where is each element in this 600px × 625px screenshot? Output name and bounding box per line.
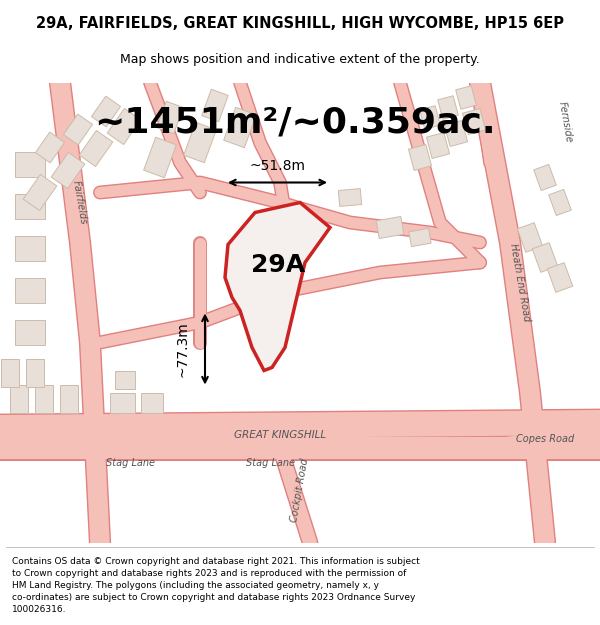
Polygon shape: [35, 384, 53, 412]
Text: 29A, FAIRFIELDS, GREAT KINGSHILL, HIGH WYCOMBE, HP15 6EP: 29A, FAIRFIELDS, GREAT KINGSHILL, HIGH W…: [36, 16, 564, 31]
Polygon shape: [532, 242, 558, 272]
Polygon shape: [445, 121, 467, 146]
Polygon shape: [534, 164, 556, 191]
Polygon shape: [463, 109, 485, 134]
Polygon shape: [51, 152, 85, 189]
Text: 29A: 29A: [251, 253, 305, 276]
Polygon shape: [409, 228, 431, 247]
Polygon shape: [549, 189, 571, 216]
Polygon shape: [517, 222, 543, 253]
Polygon shape: [224, 107, 256, 148]
Polygon shape: [15, 194, 45, 219]
Text: Stag Lane: Stag Lane: [245, 458, 295, 468]
Text: Heath End Road: Heath End Road: [508, 242, 532, 322]
Text: Fairfields: Fairfields: [71, 179, 89, 226]
Polygon shape: [64, 114, 92, 145]
Text: ~77.3m: ~77.3m: [176, 321, 190, 377]
Polygon shape: [110, 392, 134, 412]
Text: Fernside: Fernside: [556, 101, 574, 144]
Polygon shape: [437, 96, 458, 119]
Polygon shape: [455, 86, 476, 109]
Polygon shape: [15, 278, 45, 303]
Polygon shape: [143, 138, 176, 178]
Polygon shape: [26, 359, 44, 386]
Polygon shape: [35, 132, 65, 163]
Polygon shape: [409, 144, 431, 171]
Polygon shape: [547, 262, 573, 292]
Polygon shape: [115, 371, 135, 389]
Text: Stag Lane: Stag Lane: [106, 458, 155, 468]
Polygon shape: [91, 96, 121, 127]
Text: ~51.8m: ~51.8m: [250, 159, 305, 174]
Polygon shape: [79, 131, 113, 166]
Polygon shape: [1, 359, 19, 386]
Text: GREAT KINGSHILL: GREAT KINGSHILL: [234, 431, 326, 441]
Text: Copes Road: Copes Road: [516, 434, 574, 444]
Polygon shape: [225, 202, 330, 371]
Polygon shape: [202, 89, 228, 122]
Text: ~1451m²/~0.359ac.: ~1451m²/~0.359ac.: [94, 106, 496, 139]
Polygon shape: [23, 174, 57, 211]
Text: Contains OS data © Crown copyright and database right 2021. This information is : Contains OS data © Crown copyright and d…: [12, 558, 420, 614]
Polygon shape: [60, 384, 78, 412]
Polygon shape: [15, 236, 45, 261]
Polygon shape: [107, 109, 141, 144]
Polygon shape: [419, 106, 440, 129]
Polygon shape: [141, 392, 163, 412]
Polygon shape: [376, 216, 404, 239]
Polygon shape: [10, 384, 28, 412]
Polygon shape: [427, 132, 449, 159]
Text: Cockpit Road: Cockpit Road: [289, 458, 311, 523]
Text: Map shows position and indicative extent of the property.: Map shows position and indicative extent…: [120, 53, 480, 66]
Polygon shape: [157, 101, 183, 134]
Polygon shape: [184, 122, 217, 162]
Polygon shape: [15, 320, 45, 345]
Polygon shape: [15, 152, 45, 177]
Polygon shape: [338, 189, 362, 206]
